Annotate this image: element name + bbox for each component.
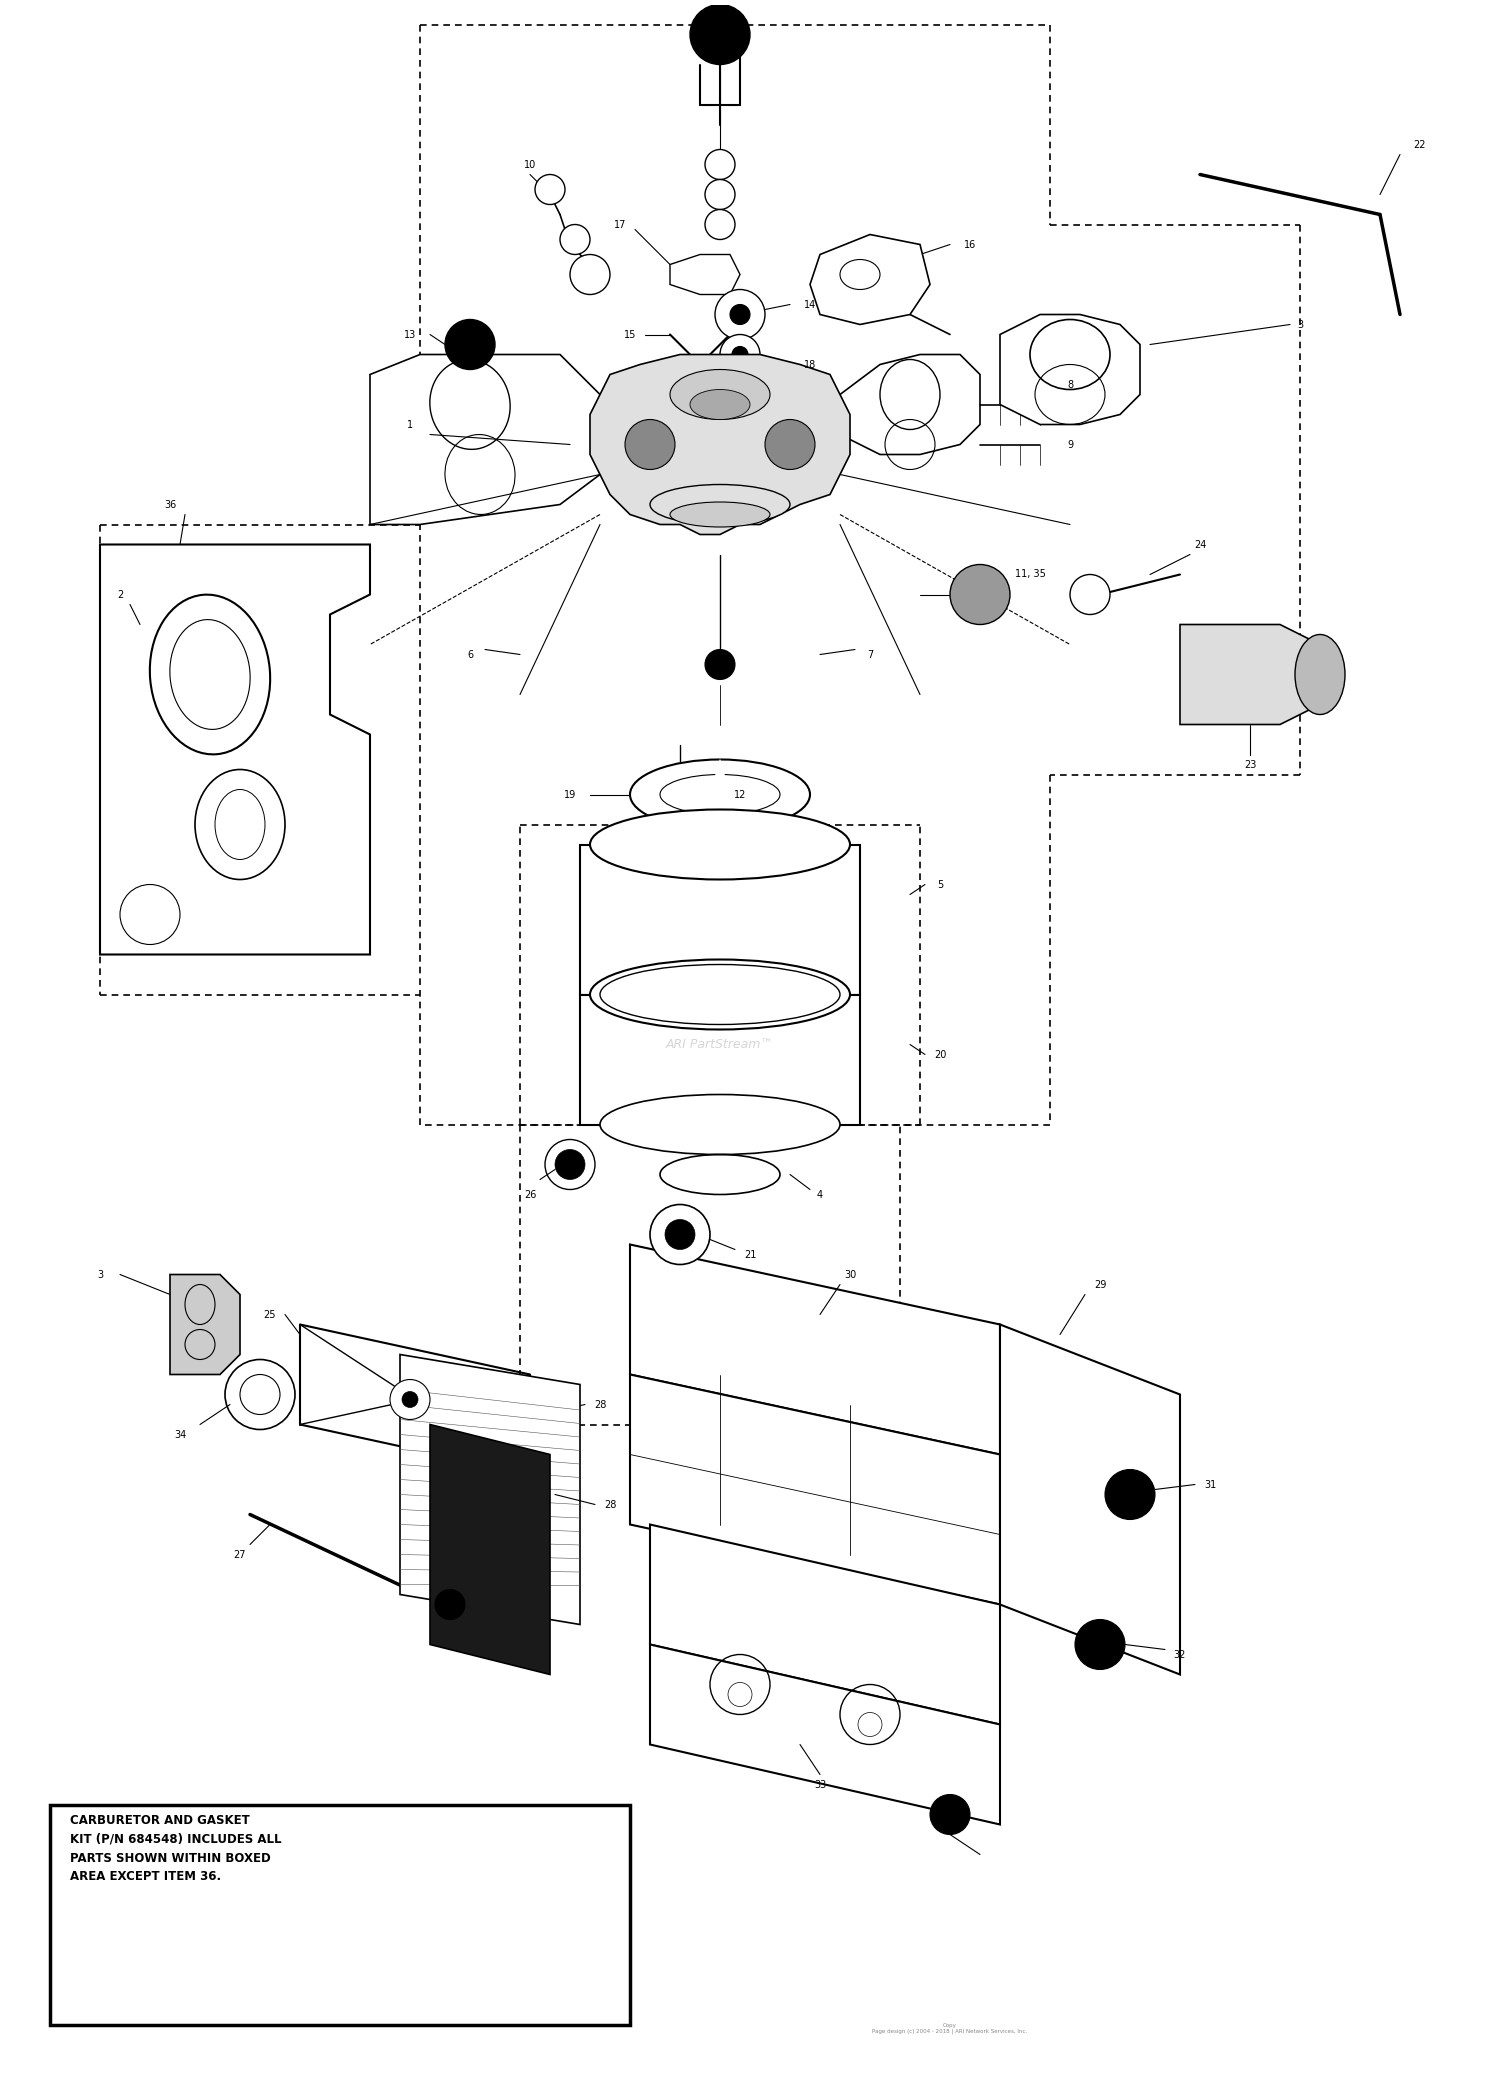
Circle shape — [930, 1794, 970, 1834]
Bar — [580, 994, 859, 1125]
Text: 32: 32 — [1174, 1649, 1186, 1659]
Text: 14: 14 — [804, 299, 816, 310]
Ellipse shape — [630, 759, 810, 830]
Polygon shape — [670, 254, 740, 295]
Polygon shape — [1000, 1324, 1180, 1674]
Text: 34: 34 — [174, 1430, 186, 1439]
Polygon shape — [400, 1356, 580, 1624]
Circle shape — [1070, 574, 1110, 615]
Text: 2: 2 — [117, 590, 123, 599]
Circle shape — [570, 254, 610, 295]
Polygon shape — [430, 1424, 550, 1674]
Text: 18: 18 — [804, 360, 816, 370]
Polygon shape — [710, 759, 730, 794]
Circle shape — [765, 420, 814, 470]
Circle shape — [555, 1150, 585, 1179]
Polygon shape — [1180, 624, 1320, 723]
Polygon shape — [810, 235, 930, 324]
Text: 33: 33 — [815, 1780, 827, 1790]
Ellipse shape — [600, 1094, 840, 1154]
Circle shape — [650, 1204, 710, 1264]
Text: 30: 30 — [844, 1270, 856, 1279]
Polygon shape — [840, 356, 980, 455]
Text: 25: 25 — [264, 1310, 276, 1320]
Circle shape — [690, 4, 750, 64]
Text: 7: 7 — [867, 649, 873, 659]
Text: 31: 31 — [1204, 1480, 1216, 1489]
Polygon shape — [650, 1524, 1000, 1723]
Polygon shape — [590, 356, 850, 534]
Text: Copy
Page design (c) 2004 - 2018 | ARI Network Services, Inc.: Copy Page design (c) 2004 - 2018 | ARI N… — [873, 2023, 1028, 2035]
Circle shape — [705, 210, 735, 239]
Polygon shape — [100, 545, 370, 954]
Ellipse shape — [1294, 634, 1346, 715]
Text: 27: 27 — [234, 1549, 246, 1559]
Circle shape — [705, 150, 735, 179]
Ellipse shape — [690, 389, 750, 420]
Bar — [50, 1805, 630, 2025]
Text: 13: 13 — [404, 328, 416, 339]
Text: 36: 36 — [164, 499, 176, 509]
Text: 26: 26 — [524, 1189, 536, 1200]
Text: 5: 5 — [938, 879, 944, 890]
Circle shape — [435, 1590, 465, 1620]
Circle shape — [390, 1380, 430, 1420]
Text: 3: 3 — [98, 1270, 104, 1279]
Circle shape — [1076, 1620, 1125, 1669]
Text: 11, 35: 11, 35 — [1014, 570, 1046, 580]
Text: 6: 6 — [466, 649, 472, 659]
Text: 24: 24 — [1194, 538, 1206, 549]
Ellipse shape — [650, 484, 790, 524]
Circle shape — [720, 335, 760, 374]
Circle shape — [732, 347, 748, 362]
Text: 16: 16 — [964, 239, 976, 249]
Text: ARI PartStream™: ARI PartStream™ — [666, 1037, 774, 1052]
Circle shape — [536, 175, 566, 204]
Polygon shape — [170, 1274, 240, 1374]
Circle shape — [626, 420, 675, 470]
Bar — [580, 844, 859, 994]
Circle shape — [705, 649, 735, 680]
Ellipse shape — [670, 370, 770, 420]
Ellipse shape — [670, 501, 770, 526]
Text: 10: 10 — [524, 160, 536, 170]
Text: 17: 17 — [614, 220, 626, 229]
Text: 28: 28 — [594, 1399, 606, 1410]
Circle shape — [402, 1391, 418, 1407]
Text: 9: 9 — [1066, 439, 1072, 449]
Ellipse shape — [590, 960, 850, 1029]
Text: CARBURETOR AND GASKET
KIT (P/N 684548) INCLUDES ALL
PARTS SHOWN WITHIN BOXED
ARE: CARBURETOR AND GASKET KIT (P/N 684548) I… — [70, 1815, 282, 1884]
Circle shape — [560, 225, 590, 254]
Circle shape — [664, 1220, 694, 1249]
Circle shape — [446, 320, 495, 370]
Text: 19: 19 — [564, 790, 576, 800]
Text: 20: 20 — [934, 1050, 946, 1060]
Circle shape — [730, 304, 750, 324]
Polygon shape — [370, 356, 600, 524]
Ellipse shape — [590, 809, 850, 879]
Text: 22: 22 — [1413, 139, 1426, 150]
Circle shape — [664, 790, 694, 819]
Circle shape — [705, 179, 735, 210]
Text: 29: 29 — [1094, 1279, 1106, 1289]
Polygon shape — [630, 1374, 1000, 1605]
Text: 21: 21 — [744, 1249, 756, 1260]
Text: 23: 23 — [1244, 759, 1256, 769]
Text: 3: 3 — [1298, 320, 1304, 328]
Text: 1: 1 — [406, 420, 412, 430]
Text: 4: 4 — [818, 1189, 824, 1200]
Circle shape — [1106, 1470, 1155, 1520]
Polygon shape — [650, 1644, 1000, 1825]
Text: 15: 15 — [624, 328, 636, 339]
Polygon shape — [1000, 314, 1140, 424]
Circle shape — [716, 289, 765, 339]
Text: 28: 28 — [604, 1499, 616, 1509]
Text: 8: 8 — [1066, 380, 1072, 389]
Polygon shape — [630, 1245, 1000, 1455]
Text: 12: 12 — [734, 790, 746, 800]
Circle shape — [950, 565, 1010, 624]
